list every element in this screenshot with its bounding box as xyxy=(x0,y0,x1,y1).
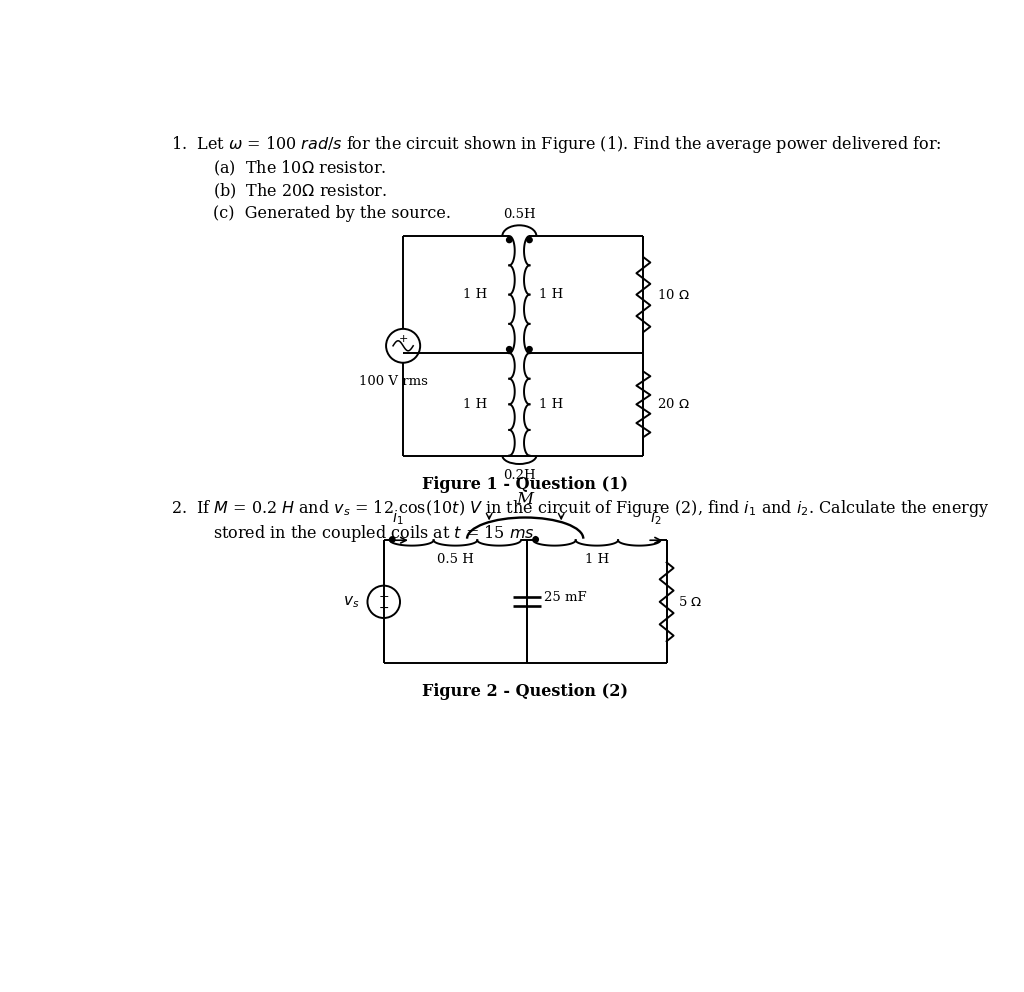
Text: stored in the coupled coils at $t$ = 15 $ms$.: stored in the coupled coils at $t$ = 15 … xyxy=(213,523,539,544)
Text: $i_2$: $i_2$ xyxy=(650,509,662,527)
Text: 5 $\Omega$: 5 $\Omega$ xyxy=(678,595,702,609)
Text: 0.2H: 0.2H xyxy=(503,469,536,482)
Circle shape xyxy=(507,237,512,243)
Circle shape xyxy=(507,346,512,352)
Text: 1 H: 1 H xyxy=(463,288,487,302)
Circle shape xyxy=(389,537,395,543)
Text: 0.5 H: 0.5 H xyxy=(437,553,474,565)
Text: 100 V rms: 100 V rms xyxy=(359,375,428,388)
Text: 25 mF: 25 mF xyxy=(544,591,587,604)
Text: +: + xyxy=(379,590,389,603)
Text: 10 $\Omega$: 10 $\Omega$ xyxy=(656,288,689,302)
Text: 1 H: 1 H xyxy=(463,398,487,411)
Text: $v_s$: $v_s$ xyxy=(343,594,359,610)
Circle shape xyxy=(526,346,532,352)
Text: 1 H: 1 H xyxy=(585,553,609,565)
Text: $i_1$: $i_1$ xyxy=(391,509,403,527)
Text: (a)  The 10$\Omega$ resistor.: (a) The 10$\Omega$ resistor. xyxy=(213,159,387,179)
Text: +: + xyxy=(398,334,408,344)
Text: 1 H: 1 H xyxy=(539,398,563,411)
Text: 0.5H: 0.5H xyxy=(503,207,536,220)
Circle shape xyxy=(532,537,539,543)
Text: 1 H: 1 H xyxy=(539,288,563,302)
Text: (b)  The 20$\Omega$ resistor.: (b) The 20$\Omega$ resistor. xyxy=(213,183,387,201)
Text: −: − xyxy=(379,601,389,614)
Text: M: M xyxy=(517,491,534,508)
Text: 20 $\Omega$: 20 $\Omega$ xyxy=(656,398,689,412)
Text: 2.  If $M$ = 0.2 $H$ and $v_s$ = 12 cos(10$t$) $V$ in the circuit of Figure (2),: 2. If $M$ = 0.2 $H$ and $v_s$ = 12 cos(1… xyxy=(171,498,989,519)
Text: 1.  Let $\omega$ = 100 $rad/s$ for the circuit shown in Figure (1). Find the ave: 1. Let $\omega$ = 100 $rad/s$ for the ci… xyxy=(171,135,941,156)
Text: Figure 2 - Question (2): Figure 2 - Question (2) xyxy=(422,682,628,699)
Circle shape xyxy=(526,237,532,243)
Text: Figure 1 - Question (1): Figure 1 - Question (1) xyxy=(422,476,628,493)
Text: (c)  Generated by the source.: (c) Generated by the source. xyxy=(213,205,452,222)
